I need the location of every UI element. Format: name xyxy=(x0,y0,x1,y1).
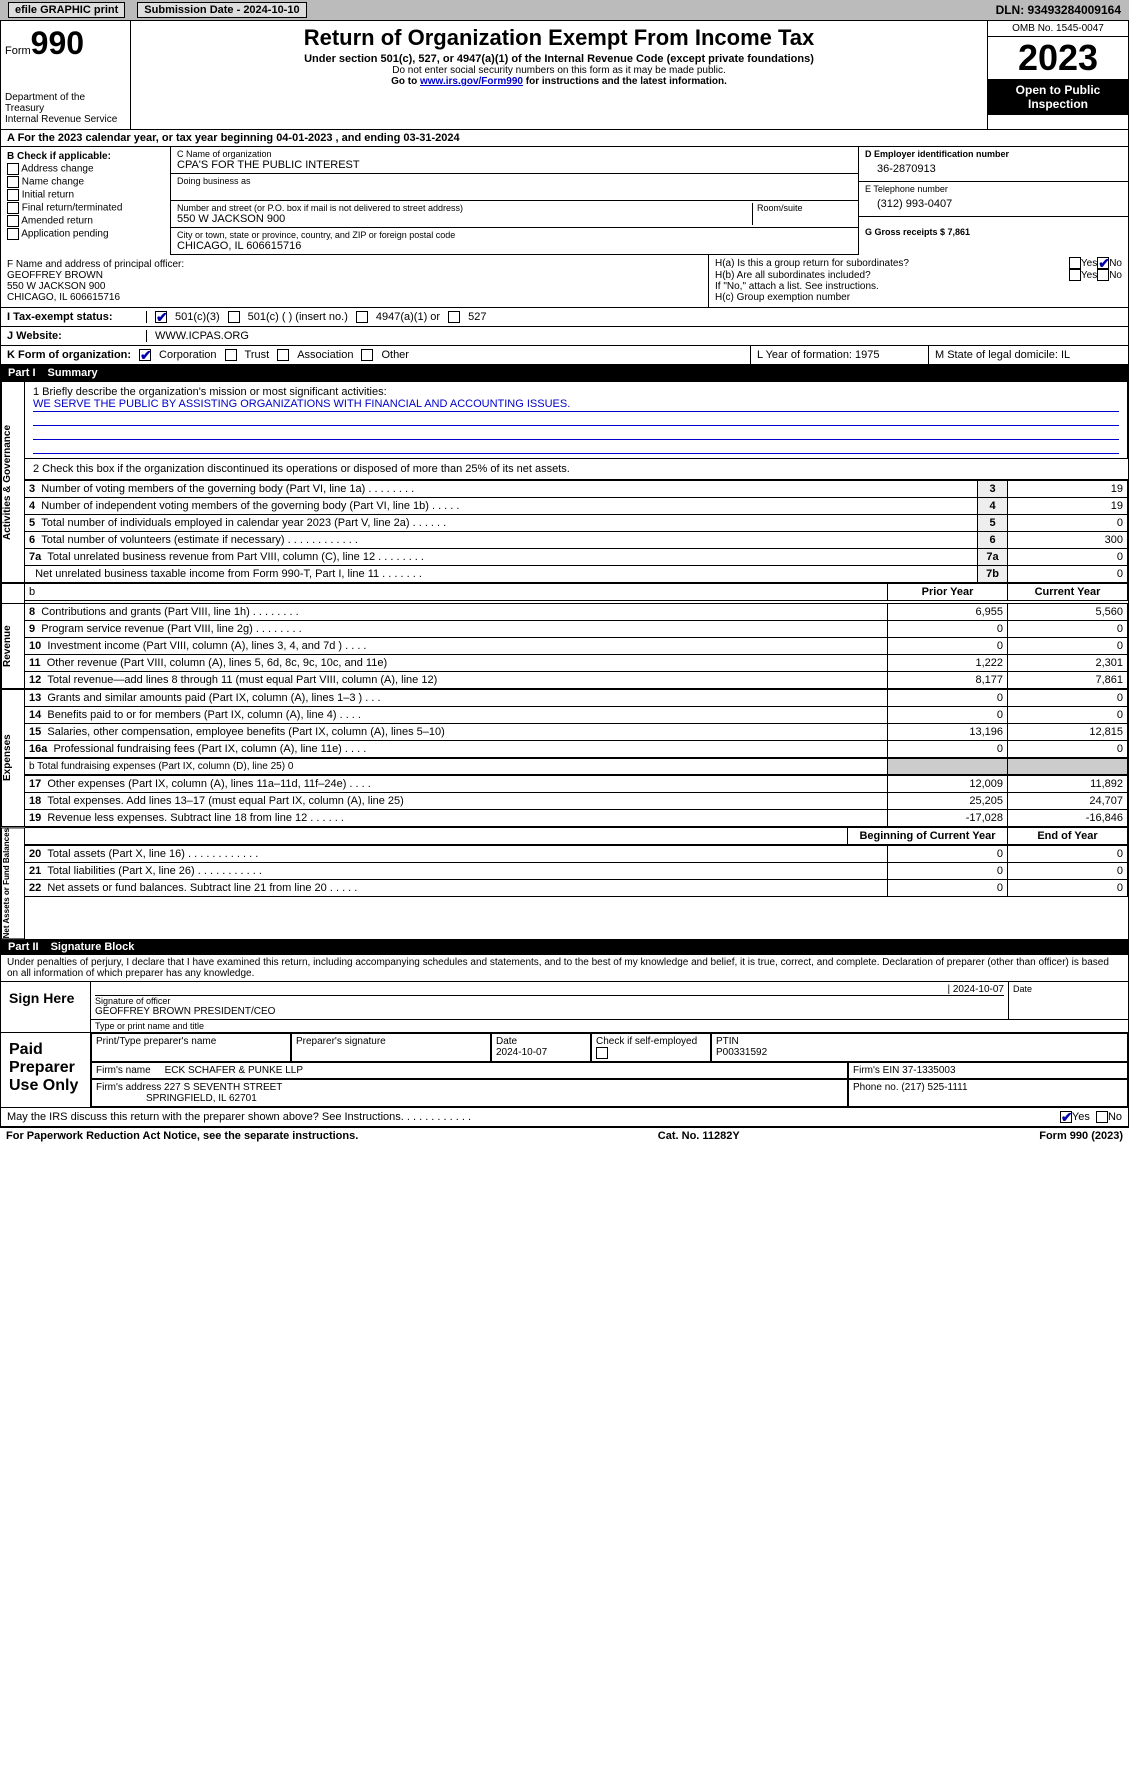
box-b: B Check if applicable: Address change Na… xyxy=(1,147,171,255)
submission-button[interactable]: Submission Date - 2024-10-10 xyxy=(137,2,306,18)
hb-yes[interactable] xyxy=(1069,269,1081,281)
table-activities: 3 Number of voting members of the govern… xyxy=(25,480,1128,583)
side-expenses: Expenses xyxy=(1,689,25,827)
firm-name: Firm's name ECK SCHAFER & PUNKE LLP xyxy=(91,1062,848,1079)
irs-text: Internal Revenue Service xyxy=(5,114,126,125)
form-note1: Do not enter social security numbers on … xyxy=(139,65,979,76)
date-label: Date xyxy=(1008,982,1128,1020)
hdr-beginning: Beginning of Current Year xyxy=(848,828,1008,845)
chk-501c[interactable] xyxy=(228,311,240,323)
website-label: J Website: xyxy=(7,330,147,342)
box-c-dba: Doing business as xyxy=(171,174,858,201)
box-c-addr: Number and street (or P.O. box if mail i… xyxy=(171,201,858,228)
discuss-no[interactable] xyxy=(1096,1111,1108,1123)
goto-post: for instructions and the latest informat… xyxy=(523,76,727,87)
box-m: M State of legal domicile: IL xyxy=(928,346,1128,364)
prep-h3: Date2024-10-07 xyxy=(491,1033,591,1062)
officer-name: GEOFFREY BROWN PRESIDENT/CEO xyxy=(95,1006,1004,1017)
prep-h2: Preparer's signature xyxy=(291,1033,491,1062)
table-expenses2: 17 Other expenses (Part IX, column (A), … xyxy=(25,775,1128,827)
firm-addr: Firm's address 227 S SEVENTH STREET SPRI… xyxy=(91,1079,848,1107)
hc-label: H(c) Group exemption number xyxy=(715,292,1122,303)
hb-note: If "No," attach a list. See instructions… xyxy=(715,281,1122,292)
omb-number: OMB No. 1545-0047 xyxy=(988,21,1128,37)
line16b: b Total fundraising expenses (Part IX, c… xyxy=(25,759,888,775)
footer: For Paperwork Reduction Act Notice, see … xyxy=(0,1127,1129,1144)
box-l: L Year of formation: 1975 xyxy=(750,346,920,364)
prep-h5: PTINP00331592 xyxy=(711,1033,1128,1062)
box-h: H(a) Is this a group return for subordin… xyxy=(708,255,1128,307)
goto-pre: Go to xyxy=(391,76,420,87)
irs-link[interactable]: www.irs.gov/Form990 xyxy=(420,76,523,87)
box-g-receipts: G Gross receipts $ 7,861 xyxy=(859,217,1128,239)
form-subtitle: Under section 501(c), 527, or 4947(a)(1)… xyxy=(139,53,979,65)
tax-year: 2023 xyxy=(988,37,1128,79)
form-title: Return of Organization Exempt From Incom… xyxy=(139,25,979,51)
chk-name[interactable]: Name change xyxy=(7,176,164,188)
table-revenue: 8 Contributions and grants (Part VIII, l… xyxy=(25,603,1128,689)
chk-address[interactable]: Address change xyxy=(7,163,164,175)
hdr-end: End of Year xyxy=(1008,828,1128,845)
preparer-label: Paid Preparer Use Only xyxy=(1,1033,91,1107)
chk-other[interactable] xyxy=(361,349,373,361)
chk-initial[interactable]: Initial return xyxy=(7,189,164,201)
table-netassets: 20 Total assets (Part X, line 16) . . . … xyxy=(25,845,1128,897)
ha-no[interactable] xyxy=(1097,257,1109,269)
part2-header: Part IISignature Block xyxy=(0,939,1129,955)
sign-date: 2024-10-07 xyxy=(953,984,1004,995)
side-revenue: Revenue xyxy=(1,603,25,689)
table-col-headers: bPrior YearCurrent Year xyxy=(25,583,1128,601)
tax-status-label: I Tax-exempt status: xyxy=(7,311,147,323)
firm-phone: Phone no. (217) 525-1111 xyxy=(848,1079,1128,1107)
dln-text: DLN: 93493284009164 xyxy=(996,3,1121,17)
chk-527[interactable] xyxy=(448,311,460,323)
box-f-officer: F Name and address of principal officer:… xyxy=(1,255,708,307)
form-label: Form xyxy=(5,45,31,57)
chk-501c3[interactable] xyxy=(155,311,167,323)
row-a-period: A For the 2023 calendar year, or tax yea… xyxy=(0,130,1129,147)
box-c-city: City or town, state or province, country… xyxy=(171,228,858,255)
dept-text: Department of the Treasury xyxy=(5,92,126,114)
sign-here-label: Sign Here xyxy=(1,982,91,1032)
part1-header: Part ISummary xyxy=(0,365,1129,381)
box-e-phone: E Telephone number (312) 993-0407 xyxy=(859,182,1128,217)
line2: 2 Check this box if the organization dis… xyxy=(25,459,1128,480)
ha-label: H(a) Is this a group return for subordin… xyxy=(715,258,1069,269)
form-number: 990 xyxy=(31,25,84,61)
chk-assoc[interactable] xyxy=(277,349,289,361)
box-c-name: C Name of organization CPA'S FOR THE PUB… xyxy=(171,147,858,174)
chk-amended[interactable]: Amended return xyxy=(7,215,164,227)
topbar: efile GRAPHIC print Submission Date - 20… xyxy=(0,0,1129,20)
chk-4947[interactable] xyxy=(356,311,368,323)
website-value: WWW.ICPAS.ORG xyxy=(155,330,249,342)
hb-no[interactable] xyxy=(1097,269,1109,281)
discuss-row: May the IRS discuss this return with the… xyxy=(0,1108,1129,1127)
chk-pending[interactable]: Application pending xyxy=(7,228,164,240)
form-header: Form990 Department of the Treasury Inter… xyxy=(0,20,1129,130)
chk-final[interactable]: Final return/terminated xyxy=(7,202,164,214)
side-activities: Activities & Governance xyxy=(1,381,25,583)
discuss-yes[interactable] xyxy=(1060,1111,1072,1123)
efile-button[interactable]: efile GRAPHIC print xyxy=(8,2,125,18)
chk-corp[interactable] xyxy=(139,349,151,361)
side-netassets: Net Assets or Fund Balances xyxy=(1,827,25,939)
hb-label: H(b) Are all subordinates included? xyxy=(715,270,1069,281)
chk-trust[interactable] xyxy=(225,349,237,361)
type-label: Type or print name and title xyxy=(91,1020,1128,1032)
declaration: Under penalties of perjury, I declare th… xyxy=(0,955,1129,982)
box-d-ein: D Employer identification number 36-2870… xyxy=(859,147,1128,182)
box-b-title: B Check if applicable: xyxy=(7,151,164,162)
sig-label: Signature of officer xyxy=(95,996,170,1006)
form-org-label: K Form of organization: xyxy=(7,349,131,361)
prep-h4: Check if self-employed xyxy=(591,1033,711,1062)
mission-block: 1 Briefly describe the organization's mi… xyxy=(25,381,1128,459)
prep-h1: Print/Type preparer's name xyxy=(91,1033,291,1062)
ha-yes[interactable] xyxy=(1069,257,1081,269)
firm-ein: Firm's EIN 37-1335003 xyxy=(848,1062,1128,1079)
inspection-badge: Open to Public Inspection xyxy=(988,79,1128,115)
table-expenses: 13 Grants and similar amounts paid (Part… xyxy=(25,689,1128,758)
chk-self-employed[interactable] xyxy=(596,1047,608,1059)
